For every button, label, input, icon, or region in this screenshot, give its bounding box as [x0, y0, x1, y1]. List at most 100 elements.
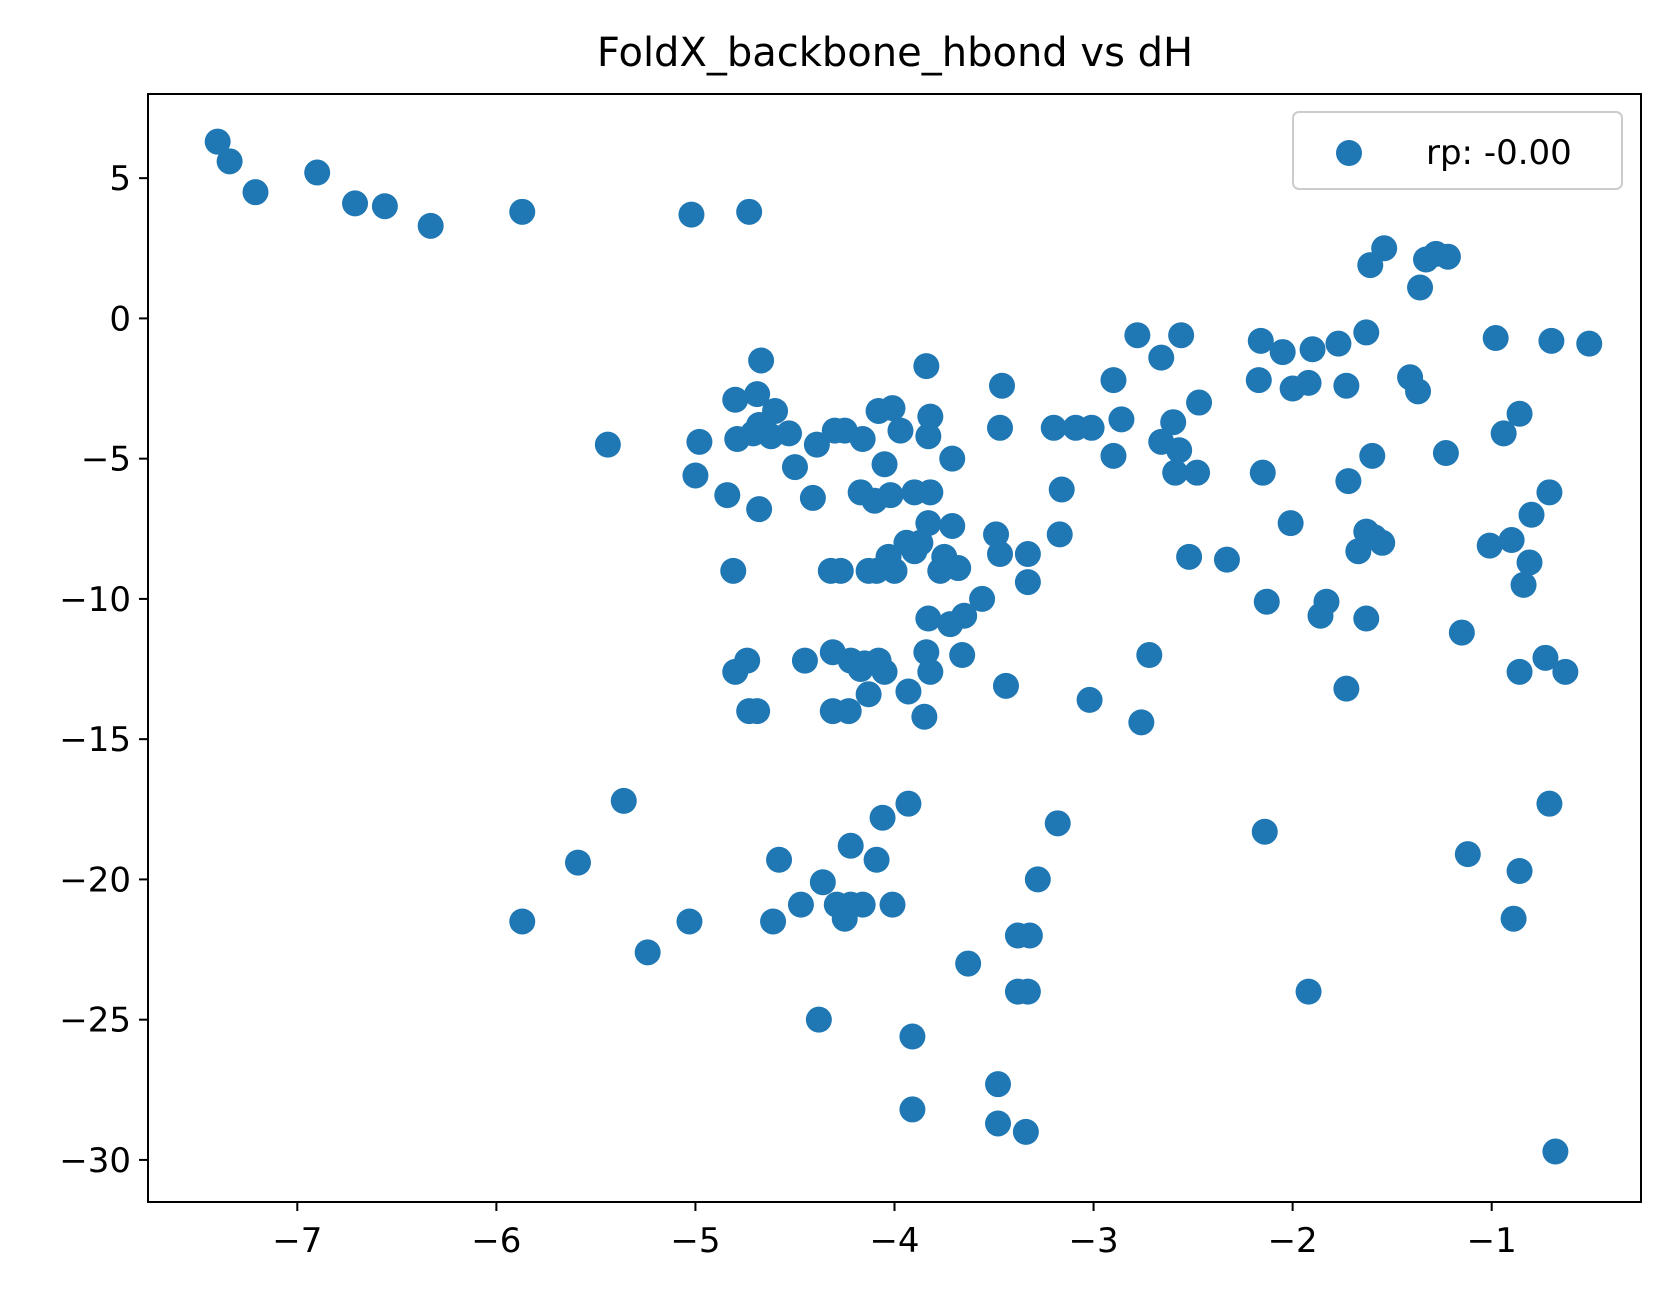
data-point	[594, 431, 621, 458]
data-point	[1040, 414, 1067, 441]
y-tick-label: −30	[59, 1141, 131, 1181]
data-point	[1247, 327, 1274, 354]
data-point	[678, 201, 705, 228]
data-point	[917, 658, 944, 685]
data-point	[1476, 532, 1503, 559]
data-point	[1307, 602, 1334, 629]
x-axis-ticks: −7 −6 −5 −4 −3 −2 −1	[272, 1202, 1517, 1261]
data-point	[849, 891, 876, 918]
data-point	[744, 381, 771, 408]
data-point	[1532, 644, 1559, 671]
data-point	[895, 678, 922, 705]
data-point	[1124, 322, 1151, 349]
y-tick-label: −10	[59, 580, 131, 620]
data-point	[907, 529, 934, 556]
y-tick-label: −25	[59, 1001, 131, 1041]
data-point	[913, 353, 940, 380]
data-point	[748, 347, 775, 374]
data-point	[1434, 243, 1461, 270]
data-point	[805, 1006, 832, 1033]
data-point	[1353, 319, 1380, 346]
data-point	[1407, 274, 1434, 301]
data-points	[204, 128, 1603, 1165]
data-point	[1044, 810, 1071, 837]
legend-box	[1292, 111, 1623, 190]
data-point	[1552, 658, 1579, 685]
data-point	[736, 198, 763, 225]
data-point	[1359, 442, 1386, 469]
data-point	[877, 482, 904, 509]
plot-area-frame	[147, 93, 1642, 1203]
data-point	[775, 420, 802, 447]
data-point	[610, 787, 637, 814]
data-point	[1498, 527, 1525, 554]
data-point	[1536, 479, 1563, 506]
data-point	[803, 431, 830, 458]
data-point	[682, 462, 709, 489]
data-point	[342, 190, 369, 217]
data-point	[955, 950, 982, 977]
data-point	[1506, 400, 1533, 427]
data-point	[969, 585, 996, 612]
data-point	[871, 658, 898, 685]
data-point	[1335, 468, 1362, 495]
data-point	[1269, 339, 1296, 366]
data-point	[564, 849, 591, 876]
data-point	[766, 846, 793, 873]
data-point	[1506, 858, 1533, 885]
data-point	[734, 647, 761, 674]
data-point	[714, 482, 741, 509]
data-point	[949, 642, 976, 669]
data-point	[417, 212, 444, 239]
x-tick-label: −2	[1268, 1221, 1318, 1261]
data-point	[1014, 978, 1041, 1005]
data-point	[1024, 866, 1051, 893]
data-point	[945, 555, 972, 582]
data-point	[985, 1071, 1012, 1098]
data-point	[304, 159, 331, 186]
data-point	[915, 605, 942, 632]
data-point	[1538, 327, 1565, 354]
data-point	[1100, 367, 1127, 394]
data-point	[1148, 344, 1175, 371]
data-point	[827, 557, 854, 584]
data-point	[1176, 543, 1203, 570]
x-tick-label: −1	[1467, 1221, 1517, 1261]
data-point	[879, 395, 906, 422]
data-point	[837, 832, 864, 859]
data-point	[1014, 541, 1041, 568]
data-point	[799, 484, 826, 511]
data-point	[881, 557, 908, 584]
data-point	[1136, 642, 1163, 669]
data-point	[879, 891, 906, 918]
legend-marker	[1336, 140, 1362, 166]
data-point	[791, 647, 818, 674]
data-point	[216, 148, 243, 175]
data-point	[1333, 372, 1360, 399]
chart-title: FoldX_backbone_hbond vs dH	[597, 30, 1193, 76]
data-point	[371, 193, 398, 220]
data-point	[899, 1096, 926, 1123]
data-point	[913, 639, 940, 666]
data-point	[634, 939, 661, 966]
data-point	[1078, 414, 1105, 441]
data-point	[1490, 420, 1517, 447]
data-point	[1299, 336, 1326, 363]
data-point	[939, 512, 966, 539]
y-tick-label: 5	[109, 159, 131, 199]
data-point	[1012, 1118, 1039, 1145]
data-point	[1108, 406, 1135, 433]
data-point	[746, 496, 773, 523]
x-tick-label: −7	[272, 1221, 322, 1261]
data-point	[992, 672, 1019, 699]
data-point	[987, 414, 1014, 441]
data-point	[509, 198, 536, 225]
data-point	[1369, 529, 1396, 556]
data-point	[809, 869, 836, 896]
data-point	[911, 703, 938, 730]
data-point	[686, 428, 713, 455]
data-point	[1448, 619, 1475, 646]
data-point	[1016, 922, 1043, 949]
data-point	[917, 403, 944, 430]
data-point	[988, 372, 1015, 399]
